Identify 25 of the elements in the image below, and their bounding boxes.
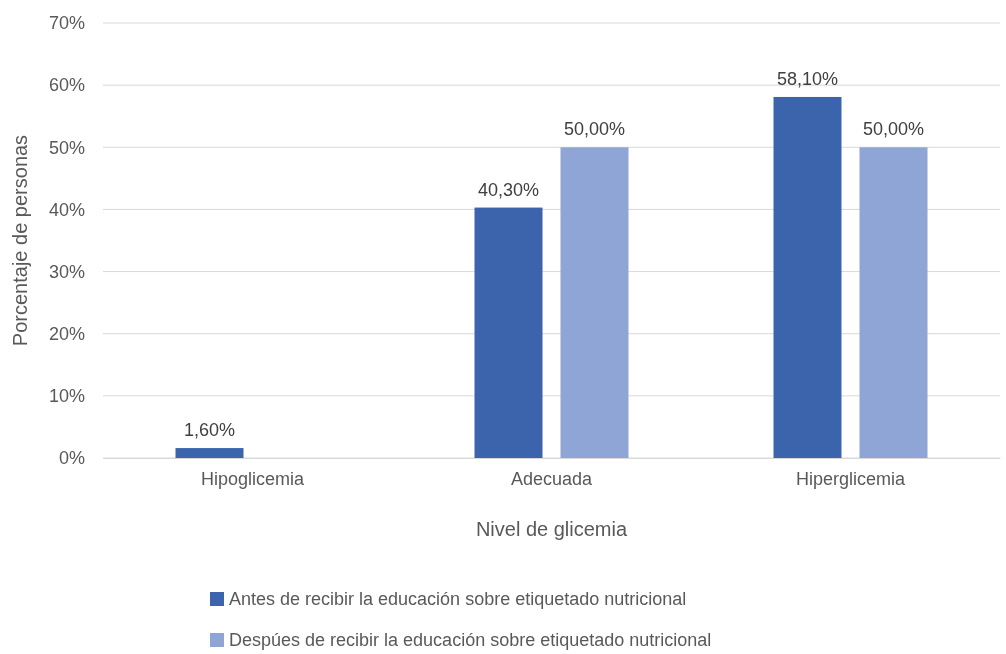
- y-tick-label: 20%: [48, 323, 85, 344]
- legend-label: Antes de recibir la educación sobre etiquetado nutricional: [229, 589, 687, 610]
- bar: [175, 448, 244, 458]
- y-axis-title: Porcentaje de personas: [9, 134, 31, 347]
- x-axis-title: Nivel de glicemia: [475, 518, 628, 540]
- data-label: 40,30%: [477, 179, 540, 200]
- data-label: 58,10%: [776, 68, 839, 89]
- y-tick-label: 40%: [48, 199, 85, 220]
- x-tick-label: Hiperglicemia: [795, 468, 906, 489]
- data-label: 1,60%: [183, 420, 236, 441]
- bar: [859, 147, 928, 458]
- data-label: 50,00%: [862, 119, 925, 140]
- legend-label: Despúes de recibir la educación sobre etiquetado nutricional: [229, 630, 712, 651]
- bar: [773, 96, 842, 458]
- data-label: 50,00%: [563, 119, 626, 140]
- x-tick-label: Hipoglicemia: [200, 468, 306, 489]
- y-tick-label: 60%: [48, 75, 85, 96]
- x-tick-label: Adecuada: [510, 468, 594, 489]
- y-tick-label: 70%: [48, 13, 85, 34]
- bar: [560, 147, 629, 458]
- y-tick-label: 10%: [48, 386, 85, 407]
- y-tick-label: 0%: [58, 448, 85, 469]
- bar: [474, 207, 543, 458]
- y-tick-label: 30%: [48, 261, 85, 282]
- y-tick-label: 50%: [48, 137, 85, 158]
